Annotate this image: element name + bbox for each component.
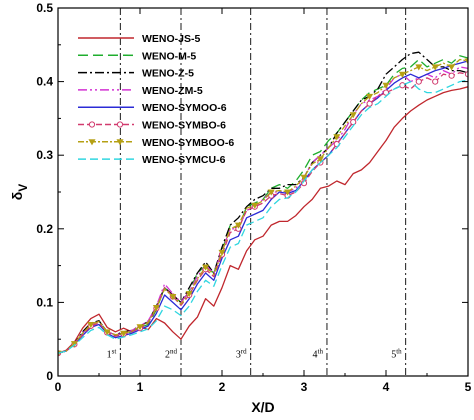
data-point-marker (87, 321, 95, 329)
series-group (58, 55, 468, 354)
series-group (58, 60, 468, 354)
series-line (58, 86, 468, 354)
data-point-marker (399, 82, 406, 89)
legend-label: WENO-SYMBO-6 (142, 120, 226, 132)
data-point-marker (234, 222, 242, 229)
vertical-marker-label: 4th (313, 348, 324, 361)
series-line (58, 58, 468, 354)
legend-entry: WENO-JS-5 (78, 33, 201, 45)
legend-label: WENO-SYMOO-6 (142, 102, 227, 114)
data-point-marker (152, 305, 160, 312)
vertical-marker-label: 5th (391, 348, 402, 361)
y-tick-label: 0 (46, 369, 53, 383)
plot-frame (57, 7, 469, 377)
data-point-marker (415, 78, 422, 85)
legend-label: WENO-M-5 (142, 50, 196, 62)
legend-entry: WENO-ZM-5 (78, 85, 203, 97)
legend-entry: WENO-SYMCU-6 (78, 154, 226, 166)
legend-entry: WENO-M-5 (78, 50, 196, 62)
legend-label: WENO-Z-5 (142, 68, 194, 80)
series-group (58, 58, 468, 357)
data-point-marker (120, 330, 128, 337)
x-tick-label: 5 (465, 380, 472, 394)
data-point-marker (432, 78, 439, 85)
y-tick-label: 0.4 (36, 75, 53, 89)
data-point-marker (415, 64, 423, 71)
data-point-marker (70, 341, 78, 348)
y-tick-label: 0.2 (36, 222, 53, 236)
data-point-marker (382, 82, 390, 89)
legend-entry: WENO-SYMBOO-6 (78, 137, 234, 149)
legend-entry: WENO-SYMOO-6 (78, 102, 227, 114)
series-line (58, 60, 468, 354)
series-group (58, 86, 468, 354)
y-tick-label: 0.5 (36, 1, 53, 15)
data-point-marker (300, 174, 308, 181)
data-point-marker (169, 294, 177, 301)
legend-entry: WENO-Z-5 (78, 68, 194, 80)
legend-entry: WENO-SYMBO-6 (78, 120, 226, 132)
data-point-marker (136, 324, 144, 331)
y-axis-label-main: δ (9, 192, 25, 201)
data-point-marker (448, 72, 455, 79)
data-point-marker (88, 121, 96, 128)
data-point-marker (116, 121, 124, 128)
data-point-marker (333, 134, 341, 141)
y-axis-label-sub: V (16, 184, 30, 192)
data-point-marker (116, 139, 124, 146)
data-point-marker (218, 249, 226, 256)
data-point-marker (350, 118, 357, 126)
data-point-marker (316, 156, 324, 163)
data-point-marker (267, 189, 275, 196)
data-point-marker (398, 71, 406, 78)
y-tick-label: 0.1 (36, 295, 53, 309)
series-line (58, 79, 468, 354)
y-tick-label: 0.3 (36, 148, 53, 162)
vertical-marker-label: 2nd (165, 348, 178, 361)
data-point-marker (349, 112, 357, 119)
x-tick-label: 4 (383, 380, 390, 394)
svg-text:δV: δV (9, 184, 30, 201)
data-point-marker (382, 89, 390, 96)
data-point-marker (366, 100, 373, 107)
data-point-marker (284, 189, 292, 196)
data-point-marker (103, 329, 111, 336)
x-tick-label: 2 (219, 380, 226, 394)
x-tick-label: 0 (55, 380, 62, 394)
legend-label: WENO-SYMCU-6 (142, 154, 226, 166)
vertical-marker-label: 3rd (236, 348, 247, 361)
data-point-marker (366, 93, 374, 100)
data-point-marker (464, 58, 468, 65)
series-group (58, 79, 468, 354)
series-group (58, 51, 468, 354)
data-point-marker (88, 139, 96, 146)
x-tick-label: 3 (301, 380, 308, 394)
data-point-marker (448, 64, 456, 71)
series-group (58, 71, 468, 357)
data-point-marker (251, 202, 259, 209)
legend-label: WENO-ZM-5 (142, 85, 203, 97)
data-point-marker (202, 264, 210, 271)
y-axis-label: δV (9, 184, 30, 201)
data-point-marker (431, 64, 439, 71)
x-tick-label: 1 (137, 380, 144, 394)
series-line (58, 55, 468, 354)
x-axis-label: X/D (251, 399, 274, 415)
vertical-marker-label: 1st (107, 348, 117, 361)
series-line (58, 51, 468, 354)
legend-label: WENO-JS-5 (142, 33, 201, 45)
legend-label: WENO-SYMBOO-6 (142, 137, 234, 149)
data-point-marker (185, 291, 193, 298)
